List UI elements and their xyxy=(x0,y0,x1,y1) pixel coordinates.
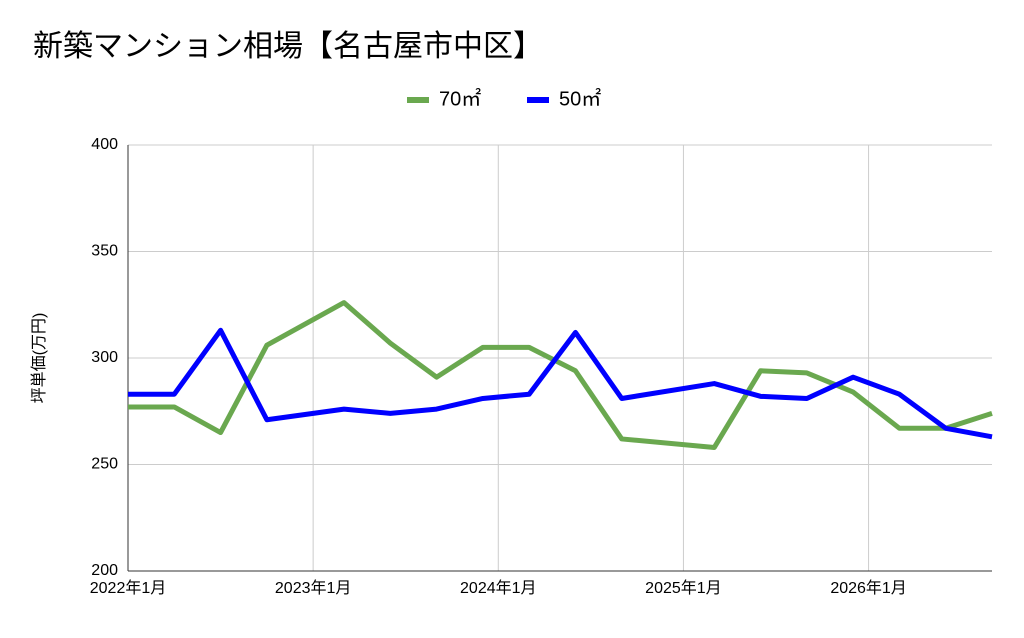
y-tick-label: 400 xyxy=(91,136,118,153)
x-tick-label: 2026年1月 xyxy=(830,579,907,597)
series-line xyxy=(128,300,993,450)
x-tick-label: 2024年1月 xyxy=(460,579,537,597)
x-tick-label: 2025年1月 xyxy=(645,579,722,597)
y-tick-label: 300 xyxy=(91,349,118,366)
y-axis-label: 坪単価(万円) xyxy=(30,313,48,404)
y-tick-label: 350 xyxy=(91,243,118,260)
x-tick-label: 2022年1月 xyxy=(90,579,167,597)
legend-label: 50㎡ xyxy=(559,86,601,110)
chart-title: 新築マンション相場【名古屋市中区】 xyxy=(33,30,543,63)
y-tick-label: 200 xyxy=(91,562,118,579)
series-line xyxy=(128,327,993,440)
y-tick-label: 250 xyxy=(91,456,118,473)
legend-label: 70㎡ xyxy=(439,86,481,110)
x-tick-label: 2023年1月 xyxy=(275,579,352,597)
